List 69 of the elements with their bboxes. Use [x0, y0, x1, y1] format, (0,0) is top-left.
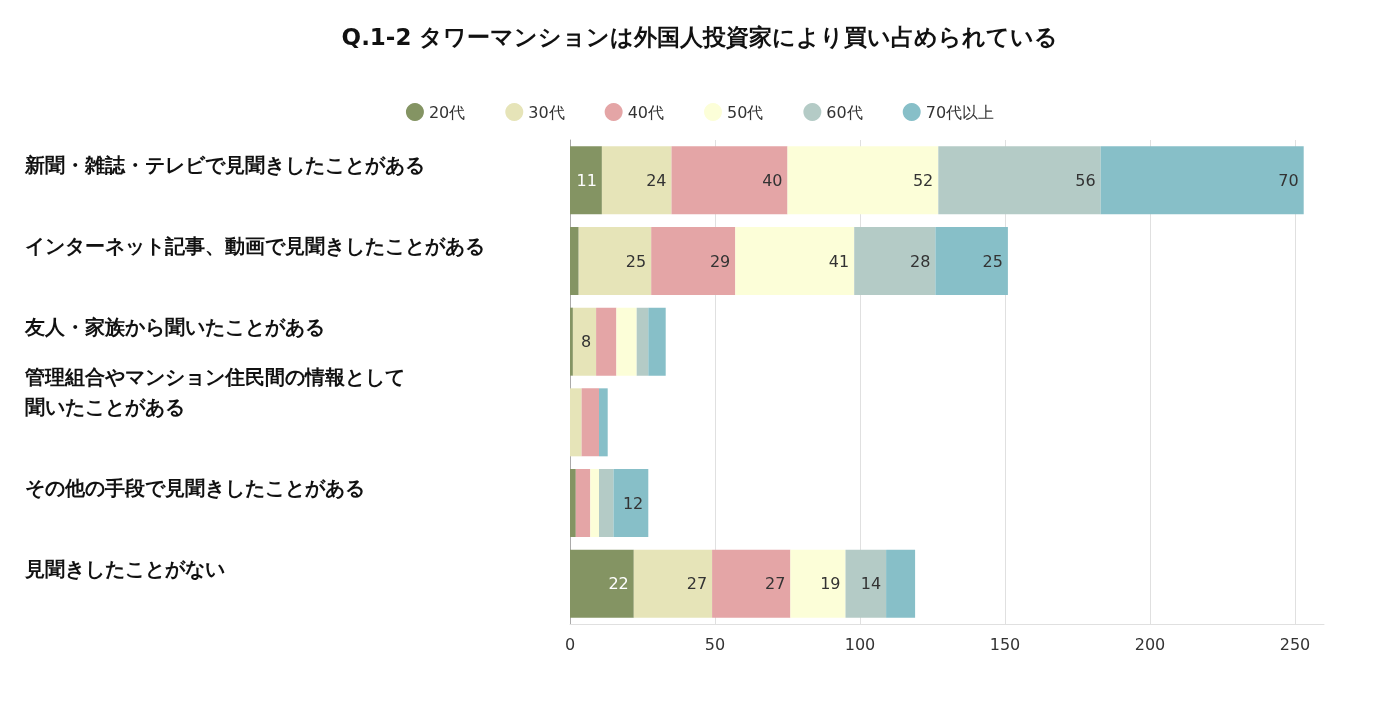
- bar: [1100, 146, 1304, 215]
- y-tick-label: 友人・家族から聞いたことがある: [24, 314, 325, 339]
- legend-label: 60代: [826, 102, 863, 122]
- data-label: 70: [1278, 170, 1299, 190]
- bar: [938, 146, 1101, 215]
- bar: [648, 307, 666, 376]
- bar: [935, 227, 1008, 295]
- data-label: 41: [828, 251, 850, 271]
- data-label: 25: [625, 251, 647, 271]
- data-label: 8: [580, 332, 592, 352]
- legend-label: 50代: [727, 102, 764, 122]
- data-label: 24: [646, 170, 667, 190]
- data-label: 11: [576, 170, 597, 190]
- data-label: 52: [912, 170, 934, 190]
- bar: [575, 469, 591, 537]
- data-label: 27: [765, 574, 786, 594]
- bar: [596, 307, 617, 376]
- bar: [886, 549, 916, 618]
- legend-label: 40代: [627, 102, 664, 122]
- data-label: 56: [1075, 170, 1096, 190]
- bar: [671, 146, 788, 215]
- bar: [578, 227, 652, 295]
- bar: [854, 227, 936, 295]
- bar: [613, 469, 649, 537]
- x-tick-label: 100: [844, 634, 876, 654]
- bar: [599, 388, 608, 457]
- data-label: 28: [910, 251, 931, 271]
- bar: [636, 307, 649, 376]
- data-label: 40: [762, 170, 783, 190]
- bar: [570, 146, 602, 215]
- legend-label: 30代: [528, 102, 565, 122]
- bar: [572, 307, 597, 376]
- bar: [790, 549, 846, 618]
- y-tick-label: 管理組合やマンション住民間の情報として聞いたことがある: [24, 365, 405, 420]
- data-label: 19: [820, 574, 841, 594]
- bar: [651, 227, 736, 295]
- bar: [712, 549, 791, 618]
- chart-title: Q.1-2 タワーマンションは外国人投資家により買い占められている: [341, 23, 1059, 50]
- bar: [599, 469, 614, 537]
- bar: [590, 469, 599, 537]
- y-tick-label: 新聞・雑誌・テレビで見聞きしたことがある: [24, 153, 425, 178]
- bar: [787, 146, 939, 215]
- bar: [570, 549, 634, 618]
- data-label: 27: [686, 574, 708, 594]
- bar: [845, 549, 887, 618]
- data-label: 12: [622, 493, 644, 513]
- data-label: 29: [709, 251, 731, 271]
- y-tick-label: 見聞きしたことがない: [24, 556, 225, 581]
- x-tick-label: 150: [989, 634, 1021, 654]
- bar: [735, 227, 855, 295]
- y-tick-label: インターネット記事、動画で見聞きしたことがある: [25, 234, 485, 258]
- legend-label: 70代以上: [925, 102, 995, 122]
- bar: [633, 549, 713, 618]
- bar: [616, 307, 637, 376]
- data-label: 22: [608, 574, 629, 594]
- data-label: 14: [860, 574, 882, 594]
- x-tick-label: 50: [704, 634, 726, 654]
- bar: [601, 146, 672, 215]
- bar: [581, 388, 599, 457]
- x-tick-label: 200: [1134, 634, 1166, 654]
- y-tick-label: その他の手段で見聞きしたことがある: [25, 476, 365, 500]
- data-label: 25: [982, 251, 1003, 271]
- bar: [570, 227, 579, 295]
- bar: [570, 307, 573, 376]
- bar: [570, 469, 576, 537]
- x-tick-label: 0: [564, 634, 576, 654]
- bar: [570, 388, 582, 457]
- x-tick-label: 250: [1279, 634, 1311, 654]
- legend-label: 20代: [428, 102, 466, 122]
